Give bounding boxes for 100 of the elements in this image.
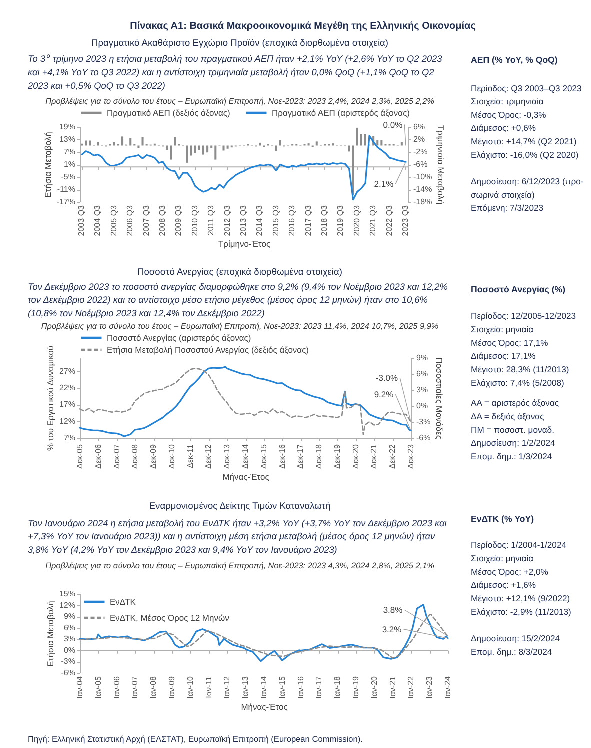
y2-tick-label: 3%	[416, 386, 428, 394]
x-tick-label: Ιαν-24	[444, 676, 452, 699]
x-tick-label: Δεκ-14	[241, 444, 250, 469]
text: ΠΜ = ποσοστ. μοναδ.	[471, 424, 554, 435]
y-tick-label: 13%	[59, 135, 76, 144]
text: Προβλέψεις για το σύνολο του έτους – Ευρωπαϊκή Επιτροπή, Νοε-2023: 2023 11,4%, 2024 10,7%, 2025 9,9%	[41, 322, 439, 331]
legend-label: ΕνΔΤΚ	[110, 597, 136, 607]
text: Περίοδος: 12/2005-12/2023	[471, 311, 576, 321]
bar	[210, 146, 213, 148]
text: Περίοδος: Q3 2003–Q3 2023	[471, 83, 582, 94]
x-tick-label: Δεκ-05	[76, 444, 84, 469]
x-tick-label: Ιαν-18	[333, 676, 342, 699]
bar	[194, 146, 196, 154]
x-tick-label: 2022 Q3	[384, 204, 394, 236]
text: ΑΕΠ (% YoY, % QoQ)	[471, 55, 558, 65]
line-series	[79, 604, 449, 662]
x-tick-label: Δεκ-18	[314, 444, 324, 469]
bar	[360, 134, 362, 146]
x-tick-label: 2008 Q3	[158, 204, 168, 236]
text: σωρινά στοιχεία)	[471, 190, 535, 200]
bar	[202, 146, 205, 155]
x-tick-label: Δεκ-20	[351, 444, 360, 469]
chart-title: Ποσοστό Ανεργίας (εποχικά διορθωμένα στοιχεία)	[138, 267, 342, 277]
y-tick-label: 15%	[59, 590, 76, 598]
y-tick-label: 12%	[59, 600, 76, 610]
bar	[279, 140, 282, 146]
bar	[170, 146, 172, 160]
y2-tick-label: -6%	[416, 434, 431, 442]
x-tick-label: Δεκ-17	[296, 444, 306, 469]
x-tick-label: Ιαν-20	[370, 676, 379, 699]
bar	[97, 142, 100, 146]
y-tick-label: -17%	[56, 198, 76, 206]
y-tick-label: -6%	[61, 668, 76, 678]
x-tick-label: 2023 Q3	[400, 204, 410, 236]
text: Μέσος Όρος: -0,3%	[471, 110, 547, 120]
bar	[186, 146, 188, 163]
x-tick-label: Δεκ-11	[186, 444, 195, 468]
y2-axis-title: Ποσοστιαίες Μονάδες	[434, 358, 445, 440]
y-tick-label: 7%	[64, 148, 76, 156]
text: Επομ. δημ.: 8/3/2024	[471, 646, 552, 657]
text: Πηγή: Ελληνική Στατιστική Αρχή (ΕΛΣΤΑΤ), Ευρωπαϊκή Επιτροπή (European Commission).	[28, 734, 363, 744]
x-tick-label: 2011 Q3	[206, 204, 216, 236]
text: Δημοσίευση: 6/12/2023 (προ-	[471, 176, 584, 186]
text: Επομ. δημ.: 1/3/2024	[471, 452, 552, 462]
x-tick-label: Ιαν-14	[260, 676, 269, 699]
data-label: 2.1%	[374, 179, 394, 190]
x-tick-label: Ιαν-22	[406, 676, 416, 699]
text: Δημοσίευση: 1/2/2024	[471, 438, 556, 448]
y2-tick-label: -3%	[416, 418, 431, 426]
x-tick-label: Ιαν-10	[186, 676, 195, 699]
x-tick-label: Ιαν-19	[352, 676, 361, 699]
x-tick-label: Ιαν-23	[425, 676, 434, 699]
y-tick-label: 12%	[59, 416, 76, 426]
text: Διάμεσος: +0,6%	[471, 123, 536, 134]
y-tick-label: -3%	[61, 657, 76, 666]
x-tick-label: Ιαν-12	[222, 676, 232, 699]
x-tick-label: Ιαν-04	[76, 676, 84, 699]
bar	[275, 146, 278, 152]
bar	[190, 146, 192, 156]
x-tick-label: 2007 Q3	[142, 204, 151, 236]
bar	[198, 146, 200, 150]
bar	[113, 142, 116, 146]
bar	[316, 142, 318, 146]
x-tick-label: 2005 Q3	[109, 204, 118, 236]
text: Διάμεσος: +1,6%	[471, 580, 536, 590]
x-tick-label: 2021 Q3	[368, 204, 378, 236]
chart-subtitle: Τον Ιανουάριο 2024 η ετήσια μεταβολή του ΕνΔΤΚ ήταν +3,2% YoY (+3,7% YoY τον Δεκέμβριο 2023 και +7,3% YoY τον Ιανουάριο 2023)) και η αντίστοιχη μέση ετήσια μεταβολή (μέσος όρος 12 μηνών) ήταν 3,8% YoY (4,2% YoY τον Δεκέμβριο 2023 και 9,4% YoY τον Ιανουάριο 2023)	[28, 518, 447, 556]
bar	[356, 128, 358, 146]
y2-tick-label: 6%	[414, 122, 426, 132]
text: Μέγιστο: +12,1% (9/2022)	[471, 594, 570, 604]
x-tick-label: Ιαν-15	[278, 676, 287, 699]
text: Πίνακας Α1: Βασικά Μακροοικονομικά Μεγέθη της Ελληνικής Οικονομίας	[130, 21, 476, 32]
data-label: 0.0%	[383, 120, 404, 130]
data-label: -3.0%	[376, 373, 399, 383]
chart-title: Πραγματικό Ακαθάριστο Εγχώριο Προϊόν (εποχικά διορθωμένα στοιχεία)	[92, 38, 388, 48]
y-tick-label: 9%	[64, 612, 76, 622]
bar	[214, 146, 217, 160]
text: ΕνΔΤΚ (% YoY)	[471, 514, 534, 524]
data-label: 3.8%	[383, 605, 404, 616]
bar	[142, 137, 144, 146]
x-tick-label: 2019 Q3	[336, 204, 346, 236]
text: Μέσος Όρος: 17,1%	[471, 338, 549, 348]
x-tick-label: Δεκ-08	[130, 444, 140, 469]
chart-title: Εναρμονισμένος Δείκτης Τιμών Καταναλωτή	[149, 501, 331, 511]
y-tick-label: 1%	[64, 160, 76, 169]
text: Δημοσίευση: 15/2/2024	[471, 633, 560, 644]
text: Μέγιστο: +14,7% (Q2 2021)	[471, 136, 577, 146]
x-tick-label: Δεκ-09	[149, 444, 158, 469]
x-tick-label: Ιαν-06	[112, 676, 122, 699]
y2-tick-label: -6%	[414, 160, 428, 169]
text: ΔΑ = δεξιός άξονας	[471, 411, 544, 422]
bar	[138, 146, 140, 148]
text: Περίοδος: 1/2004-1/2024	[471, 540, 567, 550]
legend-label: Ποσοστό Ανεργίας (αριστερός άξονας)	[107, 333, 252, 343]
x-tick-label: 2015 Q3	[271, 204, 280, 236]
y-axis-title: Ετήσια Μεταβολή	[45, 600, 56, 667]
x-tick-label: Δεκ-16	[278, 444, 287, 469]
y2-tick-label: -10%	[414, 172, 432, 182]
x-axis-title: Τρίμηνο-Έτος	[218, 239, 271, 250]
y2-axis-title: Τριμηνιαία Μεταβολή	[436, 125, 446, 205]
